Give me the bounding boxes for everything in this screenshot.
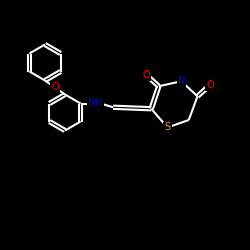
Text: O: O (142, 70, 150, 80)
Text: N: N (178, 76, 185, 86)
Text: NH: NH (88, 98, 103, 108)
Text: O: O (51, 82, 59, 92)
Text: S: S (164, 122, 170, 132)
Text: O: O (206, 80, 214, 90)
